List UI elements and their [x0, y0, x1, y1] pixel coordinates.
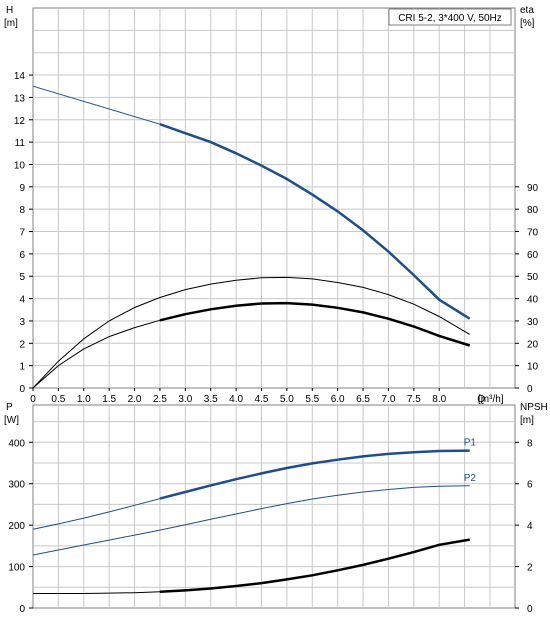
x-tick-label: 6.0: [331, 394, 345, 405]
y-left-tick-label: 3: [19, 317, 25, 328]
y-left-tick-label: 8: [19, 205, 25, 216]
x-tick-label: 1.5: [102, 394, 116, 405]
series-operating-range: [159, 301, 471, 347]
y-left-tick-label: 100: [8, 563, 25, 574]
chart-title: CRI 5-2, 3*400 V, 50Hz: [398, 13, 502, 24]
x-axis-end-label: Q: [477, 394, 485, 405]
y-left-axis-unit: [W]: [4, 415, 19, 426]
series-line-p2: [32, 485, 470, 556]
x-tick-label: 6.5: [356, 394, 370, 405]
x-tick-label: 0: [30, 394, 36, 405]
x-tick-label: 2.0: [128, 394, 142, 405]
power-npsh-panel: 0 100 200 300 400 0 2 4 6 8 P [W] NPSH [m] P1 P2: [4, 402, 548, 615]
series-line-p1: [32, 450, 470, 530]
y-left-tick-label: 6: [19, 250, 25, 261]
y-right-tick-label: 0: [527, 384, 533, 395]
y-left-axis-unit: [m]: [4, 18, 18, 29]
y-left-tick-label: 2: [19, 339, 25, 350]
x-tick-label: 3.0: [178, 394, 192, 405]
y-left-tick-label: 13: [14, 93, 26, 104]
x-tick-label: 7.5: [407, 394, 421, 405]
y-right-tick-label: 10: [527, 362, 539, 373]
y-right-tick-label: 90: [527, 183, 539, 194]
chart-title-box: [388, 8, 512, 26]
y-right-tick-label: 0: [527, 604, 533, 615]
y-left-tick-label: 7: [19, 228, 25, 239]
y-right-tick-label: 60: [527, 250, 539, 261]
y-right-tick-label: 70: [527, 228, 539, 239]
y-right-axis-unit: [m]: [520, 415, 534, 426]
x-axis-title: [m³/h]: [478, 394, 504, 405]
y-right-tick-label: 80: [527, 205, 539, 216]
plot-frame: [32, 7, 516, 389]
y-right-tick-label: 6: [527, 480, 533, 491]
y-right-axis-unit: [%]: [520, 18, 535, 29]
y-right-tick-label: 30: [527, 317, 539, 328]
y-left-tick-label: 5: [19, 272, 25, 283]
y-left-tick-label: 10: [14, 160, 26, 171]
y-right-tick-label: 40: [527, 295, 539, 306]
y-left-tick-label: 0: [19, 604, 25, 615]
x-tick-label: 5.0: [280, 394, 294, 405]
y-right-axis-title: eta: [520, 5, 534, 16]
y-left-tick-label: 9: [19, 183, 25, 194]
y-left-axis-title: H: [6, 5, 13, 16]
y-left-tick-label: 1: [19, 362, 25, 373]
y-right-tick-label: 2: [527, 563, 533, 574]
x-tick-label: 3.5: [204, 394, 218, 405]
series-line-efficiency-a: [32, 276, 470, 389]
y-left-tick-label: 400: [8, 438, 25, 449]
y-left-axis-title: P: [6, 402, 13, 413]
y-left-tick-label: 4: [19, 295, 25, 306]
x-tick-label: 7.0: [381, 394, 395, 405]
x-tick-label: 5.5: [305, 394, 319, 405]
series-operating-range: [159, 538, 470, 594]
y-right-tick-label: 8: [527, 438, 533, 449]
x-tick-label: 1.0: [77, 394, 91, 405]
y-left-tick-label: 200: [8, 521, 25, 532]
y-left-tick-label: 300: [8, 480, 25, 491]
y-right-axis-title: NPSH: [520, 402, 548, 413]
x-tick-label: 4.5: [255, 394, 269, 405]
y-left-tick-label: 12: [14, 116, 26, 127]
series-operating-range: [159, 123, 471, 320]
y-left-tick-label: 14: [14, 71, 26, 82]
x-tick-label: 2.5: [153, 394, 167, 405]
y-left-tick-label: 11: [15, 138, 26, 149]
y-right-tick-label: 20: [527, 339, 539, 350]
series-line-efficiency-b: [32, 302, 470, 389]
y-left-tick-label: 0: [19, 384, 25, 395]
series-line-head: [32, 85, 470, 320]
plot-frame: [32, 404, 516, 609]
x-tick-label: 0.5: [51, 394, 65, 405]
series-label-p1: P1: [464, 438, 477, 449]
y-right-tick-label: 4: [527, 521, 533, 532]
x-tick-label: 8.0: [432, 394, 446, 405]
x-tick-label: 4.0: [229, 394, 243, 405]
series-operating-range: [159, 449, 470, 500]
series-label-p2: P2: [464, 473, 477, 484]
head-efficiency-panel: 012345678910111213140102030405060708090H…: [4, 5, 539, 405]
y-right-tick-label: 50: [527, 272, 539, 283]
